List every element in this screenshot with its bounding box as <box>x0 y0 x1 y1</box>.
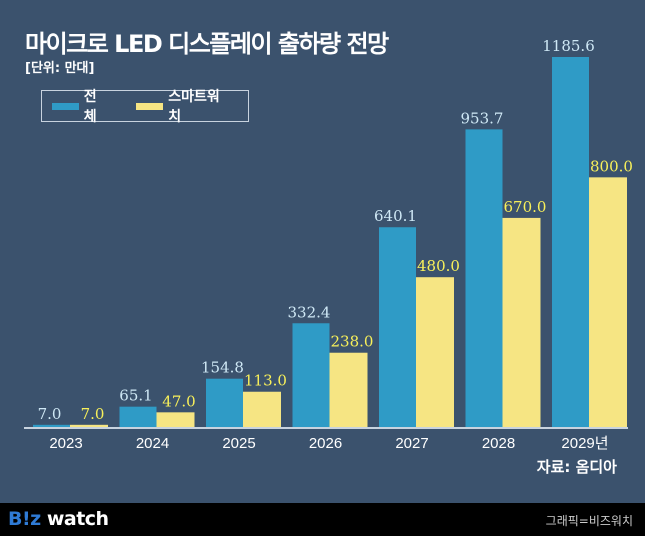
legend-item-total: 전체 <box>42 86 108 126</box>
data-label: 1185.6 <box>542 37 595 55</box>
data-label: 7.0 <box>81 405 105 423</box>
bar-total <box>292 323 330 427</box>
data-label: 154.8 <box>201 359 244 377</box>
bar-total <box>552 57 589 427</box>
chart-title: 마이크로 LED 디스플레이 출하량 전망 <box>25 30 389 58</box>
x-tick-label: 2024 <box>136 435 169 452</box>
bar-smartwatch <box>156 412 195 427</box>
data-label: 65.1 <box>119 387 152 405</box>
data-label: 47.0 <box>162 392 195 410</box>
data-label: 480.0 <box>417 257 460 275</box>
unit-label: [단위: 만대] <box>25 61 95 76</box>
legend-swatch <box>52 102 79 110</box>
data-label: 7.0 <box>38 405 62 423</box>
bar-total <box>379 227 416 427</box>
data-label: 640.1 <box>374 207 417 225</box>
data-label: 113.0 <box>244 372 287 390</box>
legend-label: 스마트워치 <box>168 89 220 125</box>
graphic-credit: 그래픽=비즈워치 <box>545 514 633 528</box>
legend: 전체 스마트워치 <box>41 89 249 125</box>
legend-swatch <box>136 102 164 110</box>
legend-item-smartwatch: 스마트워치 <box>126 86 230 126</box>
source-label: 자료: 옴디아 <box>536 458 617 476</box>
bar-smartwatch <box>502 217 541 427</box>
data-label: 670.0 <box>504 198 547 216</box>
x-tick-label: 2023 <box>49 435 82 452</box>
data-label: 953.7 <box>461 109 504 127</box>
bar-total <box>206 378 243 427</box>
bar-total <box>465 129 503 427</box>
data-label: 332.4 <box>288 303 331 321</box>
bar-smartwatch <box>70 424 108 427</box>
x-tick-label: 2026 <box>309 435 342 452</box>
footer: B!z watch 그래픽=비즈워치 <box>0 503 645 536</box>
bar-total <box>119 406 157 427</box>
bar-smartwatch <box>589 177 627 427</box>
data-label: 800.0 <box>590 157 633 175</box>
x-tick-label: 2028 <box>482 435 515 452</box>
bar-smartwatch <box>416 277 454 427</box>
bar-smartwatch <box>243 391 281 427</box>
legend-label: 전체 <box>83 89 97 125</box>
bizwatch-logo: B!z watch <box>8 508 109 530</box>
data-label: 238.0 <box>331 333 374 351</box>
bar-smartwatch <box>329 352 368 427</box>
bar-total <box>33 424 70 427</box>
x-tick-label: 2025 <box>222 435 255 452</box>
x-tick-label: 2027 <box>395 435 428 452</box>
x-tick-label: 2029년 <box>561 435 608 452</box>
